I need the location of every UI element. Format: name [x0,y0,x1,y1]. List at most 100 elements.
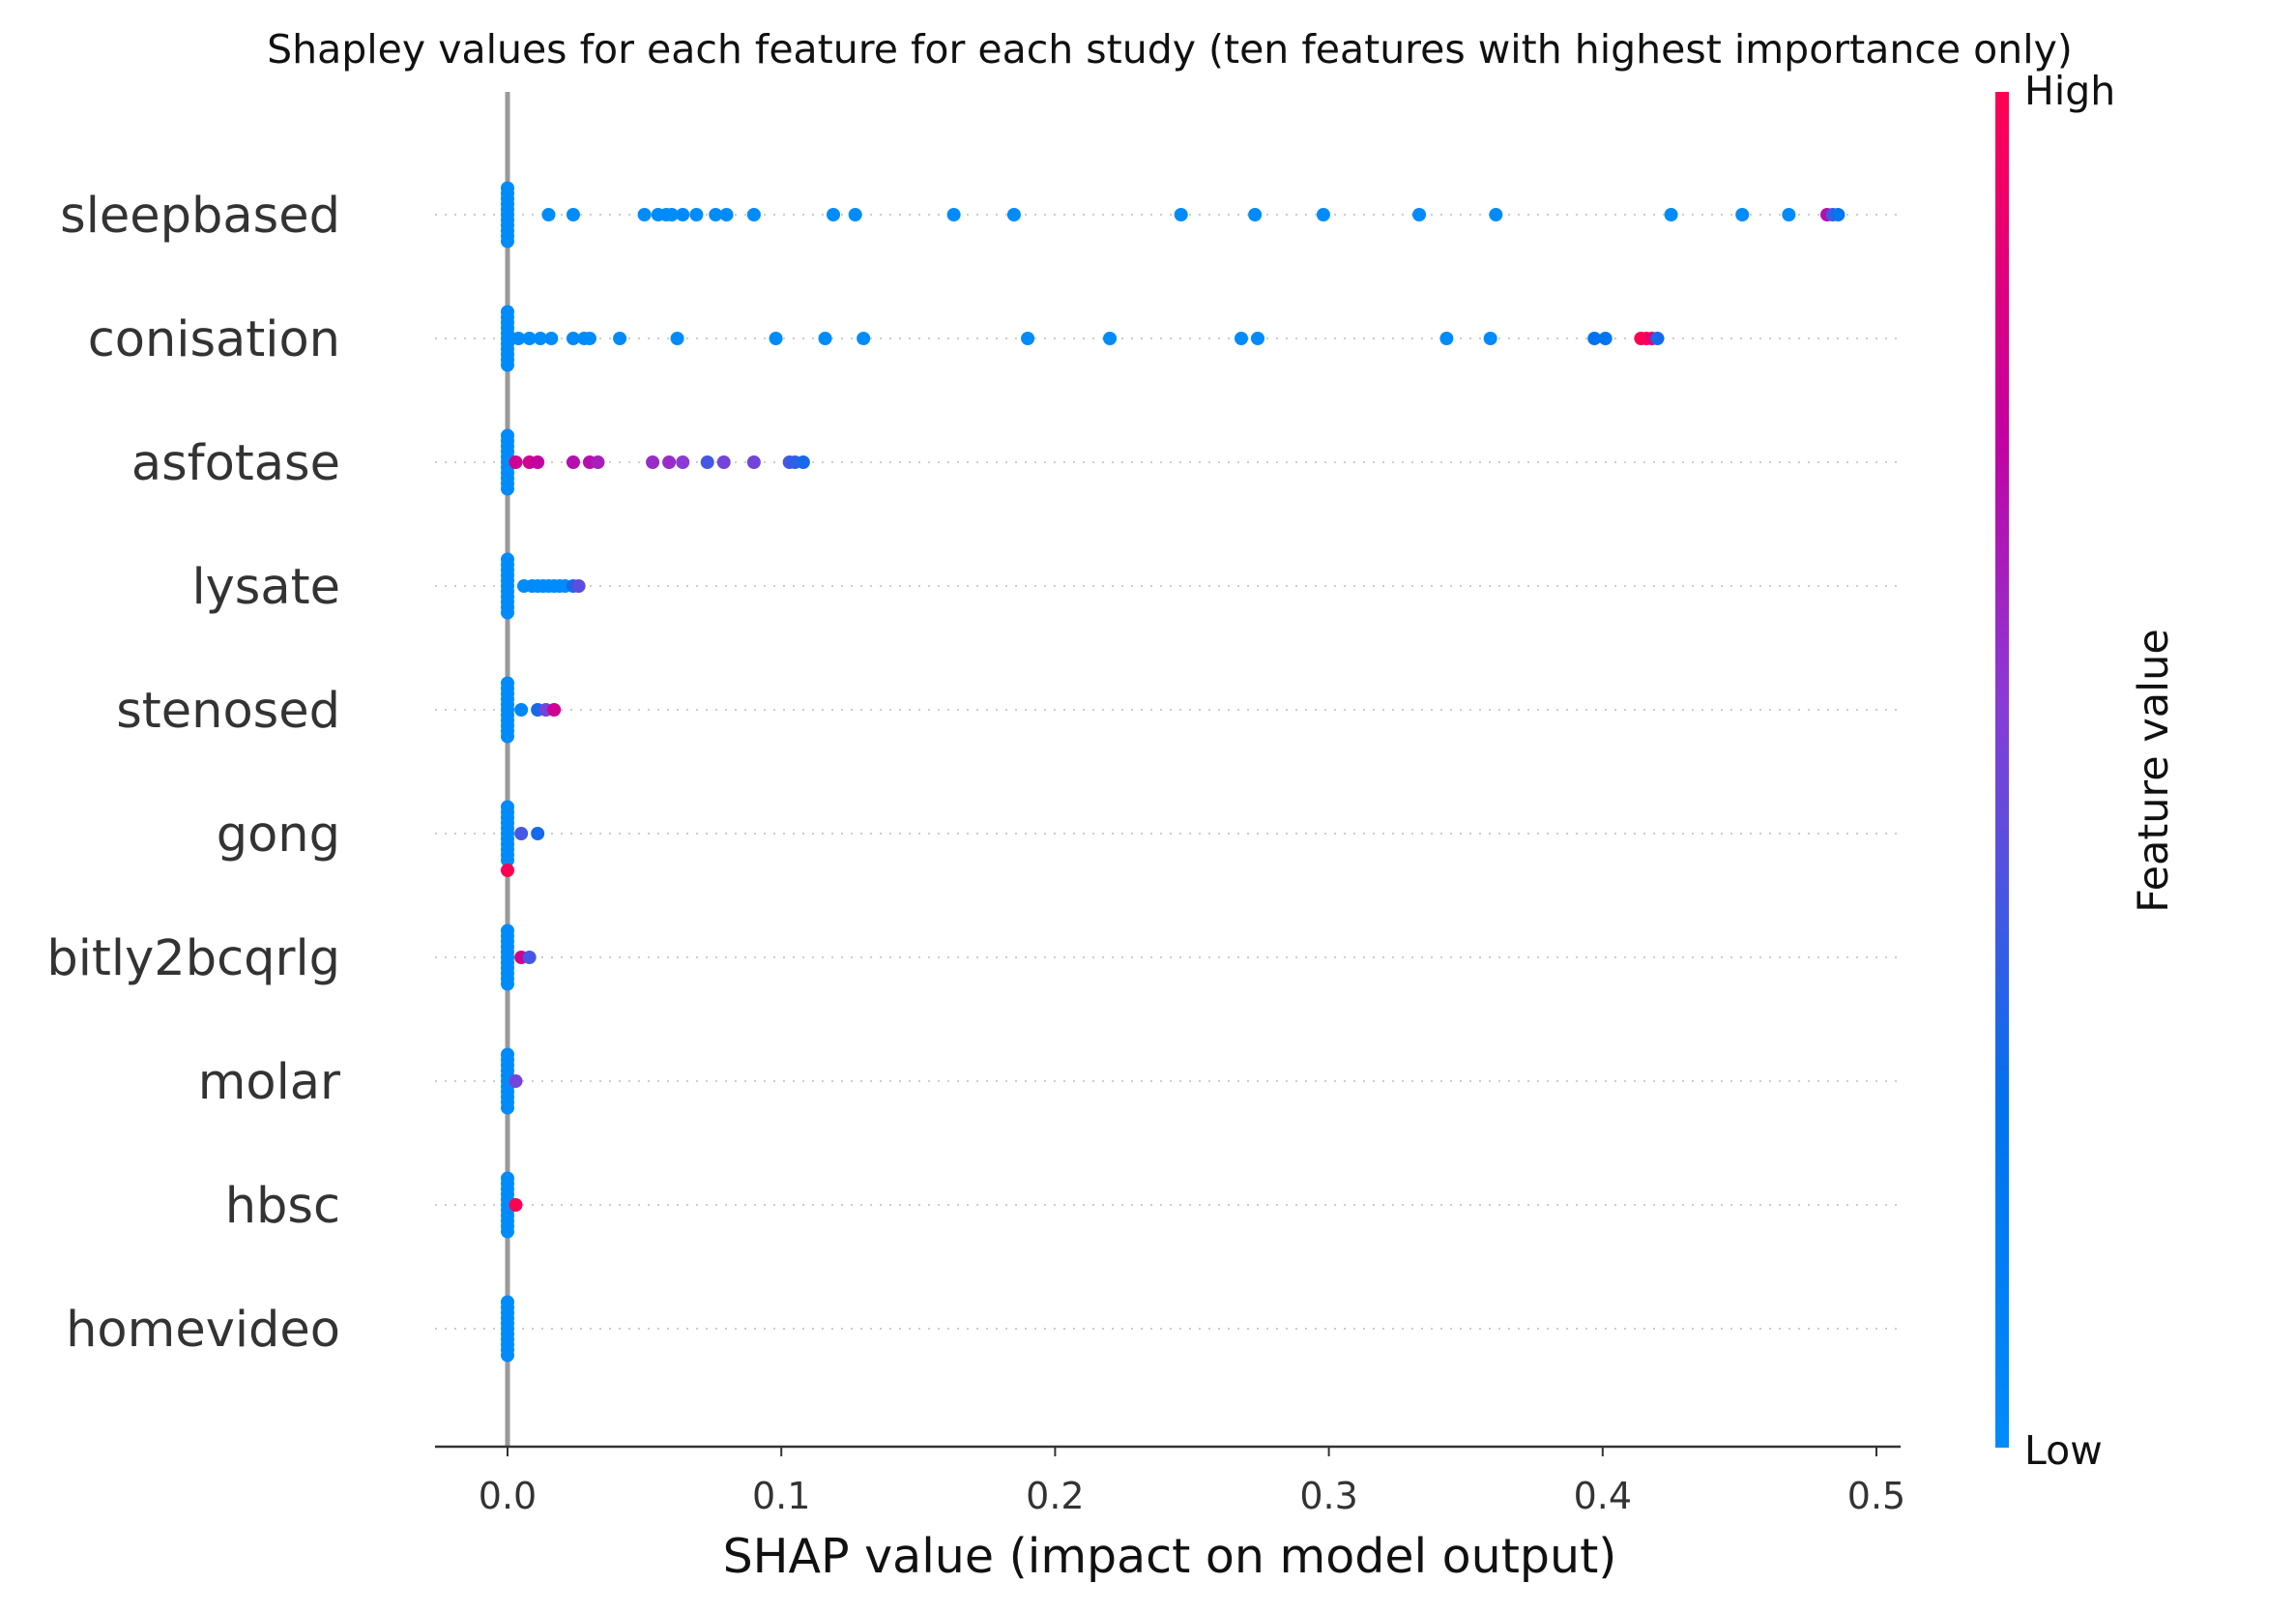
data-point [501,853,514,867]
zero-cluster [501,676,514,744]
x-axis: 0.0 0.1 0.2 0.3 0.4 0.5 SHAP value (impact on… [435,1445,1905,1584]
feature-label: molar [198,1054,340,1111]
zero-cluster [501,305,514,372]
data-point [533,332,547,345]
data-point [501,1100,514,1115]
data-point [514,827,529,840]
data-point [746,208,761,221]
data-point [1021,332,1035,345]
colorbar-gradient [1995,92,2009,1448]
x-ticks: 0.0 0.1 0.2 0.3 0.4 0.5 [479,1447,1905,1517]
x-tick-label: 0.5 [1847,1475,1905,1517]
data-point [1439,332,1454,345]
data-point [746,455,761,469]
data-point [566,455,580,469]
data-point [1650,332,1665,345]
data-point [946,208,961,221]
feature-label: asfotase [131,435,340,492]
feature-label: lysate [191,559,340,616]
colorbar-high-label: High [2024,68,2115,114]
data-point [818,332,832,345]
x-tick-label: 0.0 [479,1475,537,1517]
data-point [582,332,596,345]
data-point [547,703,562,717]
data-point [848,208,862,221]
x-tick-label: 0.3 [1299,1475,1357,1517]
x-tick-label: 0.1 [752,1475,810,1517]
data-point [1782,208,1796,221]
data-point [1664,208,1678,221]
data-point [1735,208,1750,221]
data-point [1248,208,1263,221]
data-point [709,208,723,221]
data-point [571,579,586,593]
data-point [689,208,704,221]
data-point [1103,332,1118,345]
feature-label: bitly2bcqrlg [46,930,340,987]
colorbar-low-label: Low [2024,1427,2103,1474]
data-point [509,1198,523,1212]
data-point [1250,332,1264,345]
data-point [613,332,627,345]
data-point [501,1224,514,1239]
zero-cluster [501,800,514,867]
data-point [676,208,690,221]
data-point [522,332,537,345]
data-point [857,332,871,345]
data-point [646,455,660,469]
zero-cluster [501,181,514,249]
data-points [501,181,1846,1363]
data-point [670,332,684,345]
data-point [501,482,514,496]
data-point [544,332,559,345]
data-point [531,455,545,469]
data-point [676,455,690,469]
data-point [541,208,556,221]
data-point [700,455,714,469]
data-point [501,358,514,372]
feature-label: hbsc [225,1178,340,1235]
data-point [827,208,841,221]
data-point [566,332,580,345]
data-point [719,208,734,221]
data-point [1412,208,1427,221]
data-point [1174,208,1188,221]
data-point [501,1348,514,1363]
data-point [591,455,605,469]
data-point [796,455,810,469]
data-point [1831,208,1846,221]
zero-cluster [501,552,514,620]
data-point [1483,332,1497,345]
feature-label: stenosed [116,683,340,740]
data-point [1006,208,1021,221]
zero-cluster [501,1295,514,1363]
x-tick-label: 0.2 [1026,1475,1084,1517]
data-point [637,208,652,221]
data-point [509,455,523,469]
data-point [769,332,783,345]
feature-rows: sleepbased conisation asfotase lysate stenos… [46,188,1901,1359]
chart-title: Shapley values for each feature for each… [267,26,2073,73]
data-point [531,827,545,840]
feature-label: conisation [88,311,340,368]
colorbar: High Low Feature value [1995,68,2178,1474]
x-tick-label: 0.4 [1574,1475,1632,1517]
data-point [1316,208,1330,221]
colorbar-title: Feature value [2130,629,2178,913]
data-point [509,1074,523,1088]
data-point [566,208,580,221]
data-point [511,332,526,345]
data-point [664,208,679,221]
data-point [1489,208,1503,221]
data-point [501,977,514,991]
data-point [514,703,529,717]
feature-label: homevideo [66,1302,340,1359]
data-point [1598,332,1613,345]
data-point [1234,332,1248,345]
zero-cluster [501,1047,514,1115]
data-point [662,455,677,469]
data-point [501,864,514,877]
feature-label: sleepbased [60,188,340,245]
x-axis-label: SHAP value (impact on model output) [723,1529,1617,1584]
